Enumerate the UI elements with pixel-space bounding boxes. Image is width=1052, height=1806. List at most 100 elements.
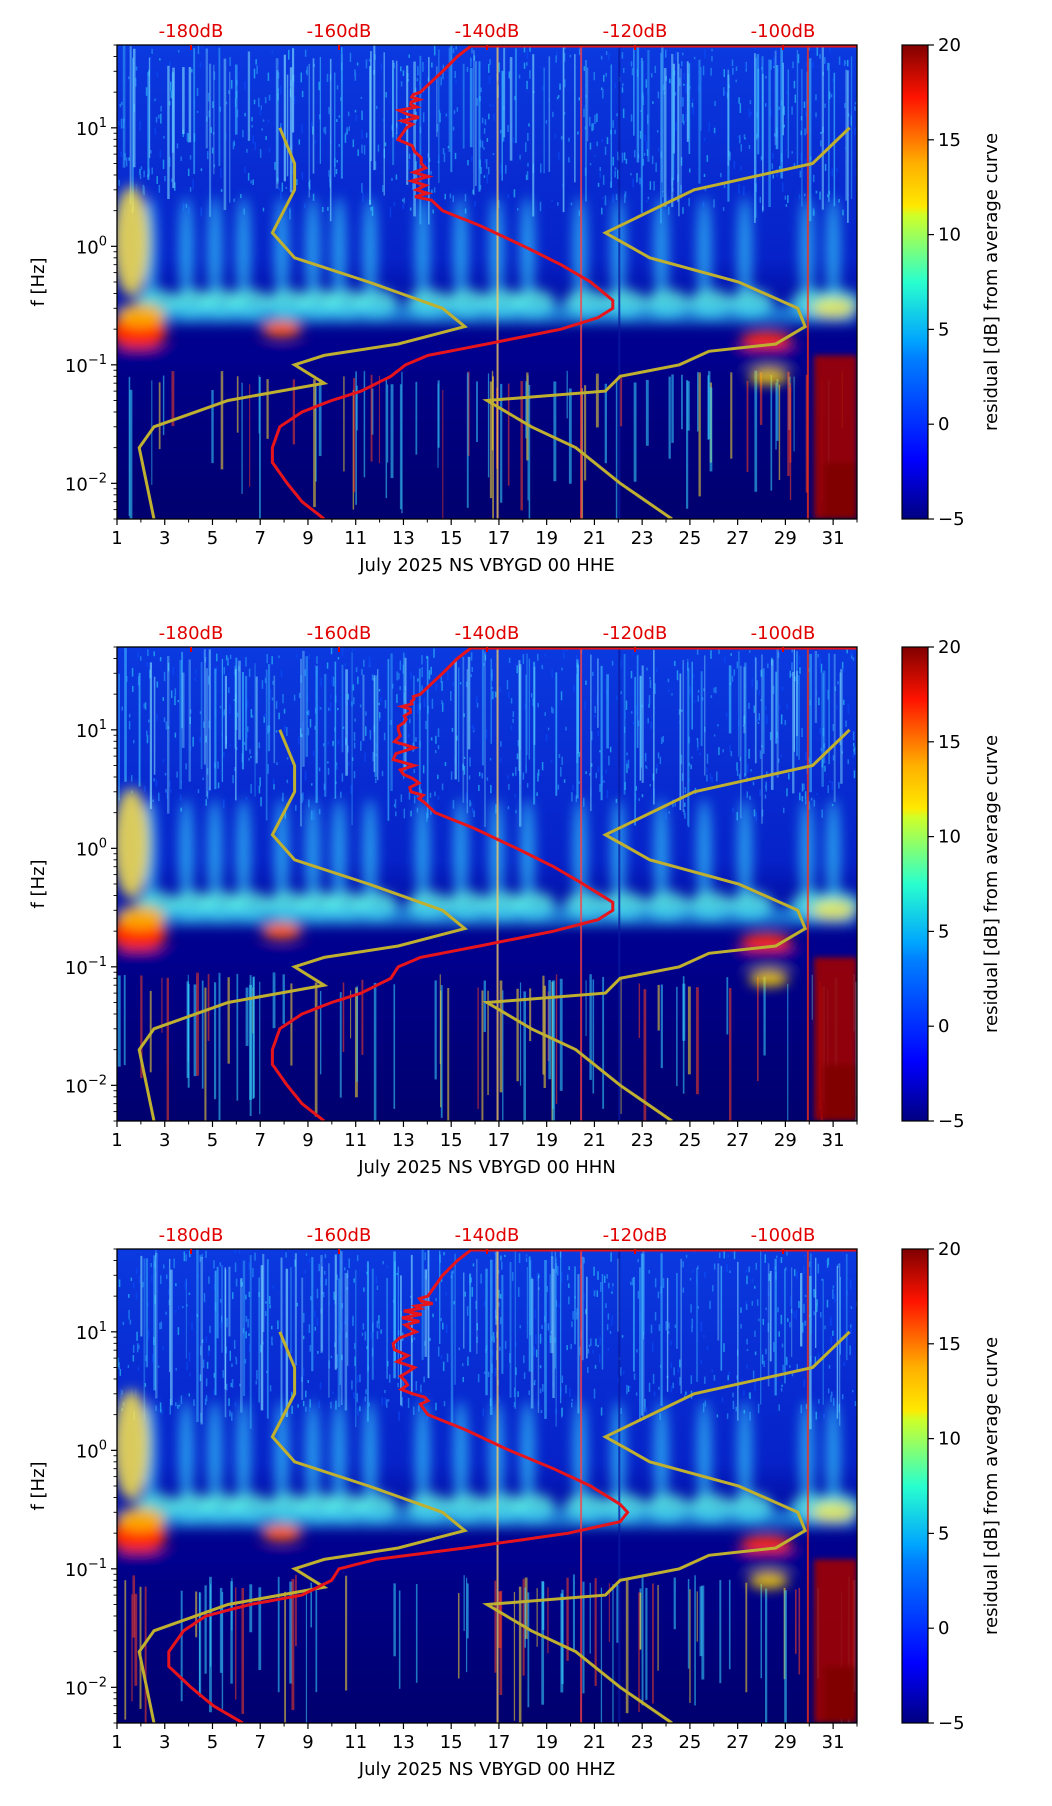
x-tick-label: 5: [207, 1732, 218, 1753]
plot-area: [117, 45, 857, 519]
x-tick-label: 9: [302, 1130, 313, 1151]
colorbar-label: residual [dB] from average curve: [981, 735, 1002, 1033]
event-line: [806, 45, 809, 519]
top-db-label: -160dB: [307, 21, 372, 42]
x-tick-label: 19: [535, 528, 558, 549]
x-tick-label: 7: [254, 1130, 265, 1151]
colorbar-tick-label: 10: [938, 1429, 961, 1450]
y-axis-label: f [Hz]: [28, 1461, 49, 1510]
plot-area: [117, 1249, 857, 1723]
top-db-label: -100dB: [751, 21, 816, 42]
x-tick-label: 27: [726, 1130, 749, 1151]
y-tick-label: 101: [76, 1320, 107, 1344]
top-db-label: -100dB: [751, 1225, 816, 1246]
x-tick-label: 11: [344, 1732, 367, 1753]
x-tick-label: 1: [111, 528, 122, 549]
colorbar-tick-label: 10: [938, 827, 961, 848]
x-axis-label: July 2025 NS VBYGD 00 HHE: [358, 555, 615, 576]
x-tick-label: 1: [111, 1130, 122, 1151]
colorbar-tick-label: 15: [938, 1334, 961, 1355]
x-tick-label: 27: [726, 528, 749, 549]
event-line: [806, 647, 809, 1121]
x-tick-label: 13: [392, 1130, 415, 1151]
nlnm-curve: [137, 127, 469, 519]
colorbar: [901, 44, 929, 520]
y-tick-label: 100: [76, 234, 107, 258]
colorbar-label: residual [dB] from average curve: [981, 1337, 1002, 1635]
colorbar-tick-label: 0: [938, 414, 949, 435]
colorbar-tick-label: 10: [938, 225, 961, 246]
x-tick-label: 21: [583, 528, 606, 549]
top-db-label: -160dB: [307, 623, 372, 644]
x-tick-label: 1: [111, 1732, 122, 1753]
x-tick-label: 19: [535, 1732, 558, 1753]
y-tick-label: 10−2: [65, 471, 107, 495]
x-tick-label: 5: [207, 1130, 218, 1151]
top-db-label: -180dB: [159, 623, 224, 644]
colorbar-tick-label: 15: [938, 732, 961, 753]
colorbar-label: residual [dB] from average curve: [981, 133, 1002, 431]
average-psd-curve: [270, 647, 615, 1121]
y-tick-label: 10−1: [65, 955, 107, 979]
colorbar-tick-label: 15: [938, 130, 961, 151]
y-axis-label: f [Hz]: [28, 257, 49, 306]
top-db-label: -120dB: [603, 21, 668, 42]
x-tick-label: 25: [678, 1130, 701, 1151]
y-tick-label: 10−1: [65, 1557, 107, 1581]
x-tick-label: 17: [487, 1130, 510, 1151]
top-db-label: -140dB: [455, 21, 520, 42]
x-tick-label: 31: [822, 528, 845, 549]
x-tick-label: 23: [631, 1732, 654, 1753]
nhnm-curve: [482, 728, 851, 1121]
event-line: [580, 1249, 583, 1723]
top-db-label: -160dB: [307, 1225, 372, 1246]
average-psd-curve: [270, 45, 615, 519]
colorbar-tick-label: 20: [938, 1239, 961, 1260]
event-line: [496, 647, 499, 1121]
x-tick-label: 3: [159, 1130, 170, 1151]
y-tick-label: 10−2: [65, 1073, 107, 1097]
colorbar-tick-label: 5: [938, 921, 949, 942]
event-line: [496, 45, 499, 519]
heatmap-microseism: [117, 788, 857, 987]
nhnm-curve: [482, 126, 851, 519]
event-line: [496, 1249, 499, 1723]
x-tick-label: 5: [207, 528, 218, 549]
x-tick-label: 25: [678, 528, 701, 549]
event-line: [580, 45, 583, 519]
colorbar: [901, 1248, 929, 1724]
average-psd-curve: [167, 1249, 630, 1723]
colorbar-tick-label: 20: [938, 35, 961, 56]
top-db-label: -140dB: [455, 1225, 520, 1246]
x-tick-label: 9: [302, 1732, 313, 1753]
y-tick-label: 100: [76, 836, 107, 860]
x-axis-label: July 2025 NS VBYGD 00 HHZ: [358, 1759, 615, 1780]
x-tick-label: 23: [631, 1130, 654, 1151]
x-tick-label: 29: [774, 1732, 797, 1753]
colorbar-tick-label: 5: [938, 319, 949, 340]
colorbar-tick-label: −5: [938, 509, 965, 530]
x-tick-label: 13: [392, 1732, 415, 1753]
colorbar: [901, 646, 929, 1122]
x-tick-label: 21: [583, 1732, 606, 1753]
heatmap-hot-region: [814, 1559, 857, 1723]
top-db-label: -120dB: [603, 1225, 668, 1246]
nlnm-curve: [137, 1331, 469, 1723]
colorbar-tick-label: 0: [938, 1618, 949, 1639]
colorbar-tick-label: 0: [938, 1016, 949, 1037]
plot-area: [117, 647, 857, 1121]
nlnm-curve: [137, 729, 469, 1121]
x-tick-label: 11: [344, 1130, 367, 1151]
x-tick-label: 15: [440, 1130, 463, 1151]
heatmap-microseism: [117, 1390, 857, 1589]
colorbar-tick-label: −5: [938, 1111, 965, 1132]
x-tick-label: 7: [254, 1732, 265, 1753]
x-tick-label: 29: [774, 1130, 797, 1151]
nhnm-curve: [482, 1330, 851, 1723]
heatmap-stripes: [124, 1249, 856, 1723]
colorbar-tick-label: −5: [938, 1713, 965, 1734]
x-tick-label: 9: [302, 528, 313, 549]
colorbar-tick-label: 5: [938, 1523, 949, 1544]
